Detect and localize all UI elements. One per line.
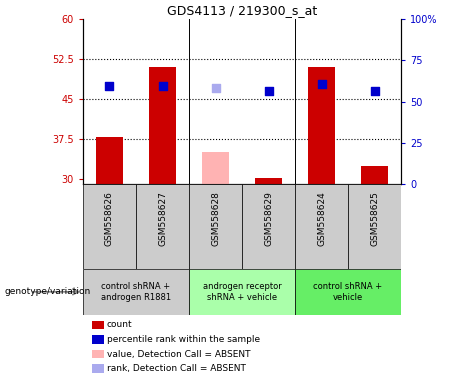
Text: GSM558628: GSM558628 [211, 191, 220, 246]
Text: GSM558625: GSM558625 [370, 191, 379, 246]
Title: GDS4113 / 219300_s_at: GDS4113 / 219300_s_at [167, 3, 317, 17]
Bar [83, 184, 136, 269]
Text: genotype/variation: genotype/variation [5, 287, 91, 296]
Text: control shRNA +
vehicle: control shRNA + vehicle [313, 282, 383, 301]
Text: GSM558626: GSM558626 [105, 191, 114, 246]
Text: percentile rank within the sample: percentile rank within the sample [107, 335, 260, 344]
Bar [255, 178, 282, 184]
Text: count: count [107, 320, 133, 329]
Bar [361, 166, 388, 184]
Text: GSM558629: GSM558629 [264, 191, 273, 246]
Point [318, 81, 325, 87]
Text: rank, Detection Call = ABSENT: rank, Detection Call = ABSENT [107, 364, 246, 373]
Bar [96, 137, 123, 184]
Text: value, Detection Call = ABSENT: value, Detection Call = ABSENT [107, 349, 250, 359]
Point [265, 88, 272, 94]
Bar [348, 184, 401, 269]
Bar [189, 269, 295, 315]
Bar [295, 269, 401, 315]
Point [212, 85, 219, 91]
Bar [202, 152, 229, 184]
Text: GSM558627: GSM558627 [158, 191, 167, 246]
Bar [83, 269, 189, 315]
Text: androgen receptor
shRNA + vehicle: androgen receptor shRNA + vehicle [203, 282, 281, 301]
Bar [136, 184, 189, 269]
Bar [149, 67, 176, 184]
Bar [189, 184, 242, 269]
Text: control shRNA +
androgen R1881: control shRNA + androgen R1881 [101, 282, 171, 301]
Point [371, 88, 378, 94]
Bar [295, 184, 348, 269]
Point [159, 83, 166, 89]
Bar [308, 67, 335, 184]
Bar [242, 184, 295, 269]
Point [106, 83, 113, 89]
Text: GSM558624: GSM558624 [317, 191, 326, 246]
